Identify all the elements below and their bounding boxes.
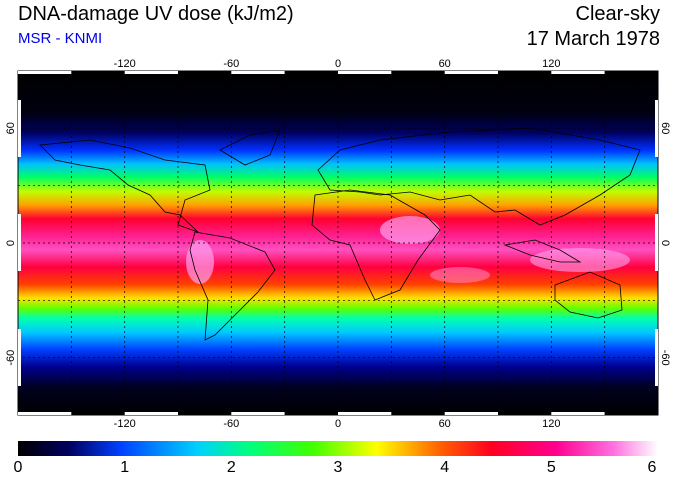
lat-tick-left: 0	[5, 240, 17, 246]
lat-tick-right: 0	[659, 240, 671, 246]
map-title: DNA-damage UV dose (kJ/m2)	[18, 3, 294, 25]
colorbar-label: 5	[546, 459, 556, 476]
colorbar-label: 3	[333, 459, 343, 476]
lat-tick-right: -60	[659, 350, 671, 366]
coastlines	[39, 127, 641, 341]
lat-tick-right: 60	[659, 122, 671, 134]
colorbar-label: 6	[647, 459, 657, 476]
lon-tick-top: 120	[542, 58, 560, 70]
colorbar-label: 4	[440, 459, 450, 476]
lon-tick-top: 0	[335, 58, 341, 70]
border-scale	[18, 71, 658, 415]
lat-tick-left: 60	[5, 122, 17, 134]
colorbar-label: 2	[226, 459, 236, 476]
colorbar-label: 0	[13, 459, 23, 476]
lat-tick-left: -60	[5, 350, 17, 366]
lon-tick-top: -120	[114, 58, 136, 70]
date-label: 17 March 1978	[526, 28, 660, 50]
lon-tick-bottom: 60	[439, 418, 451, 430]
graticule	[18, 71, 658, 415]
lon-tick-bottom: -60	[223, 418, 239, 430]
sky-condition-label: Clear-sky	[575, 3, 660, 25]
lon-tick-bottom: 120	[542, 418, 560, 430]
lon-tick-bottom: 0	[335, 418, 341, 430]
colorbar	[18, 441, 658, 456]
colorbar-label: 1	[120, 459, 130, 476]
lon-tick-top: -60	[223, 58, 239, 70]
source-label: MSR - KNMI	[18, 30, 103, 47]
lon-tick-bottom: -120	[114, 418, 136, 430]
lon-tick-top: 60	[439, 58, 451, 70]
